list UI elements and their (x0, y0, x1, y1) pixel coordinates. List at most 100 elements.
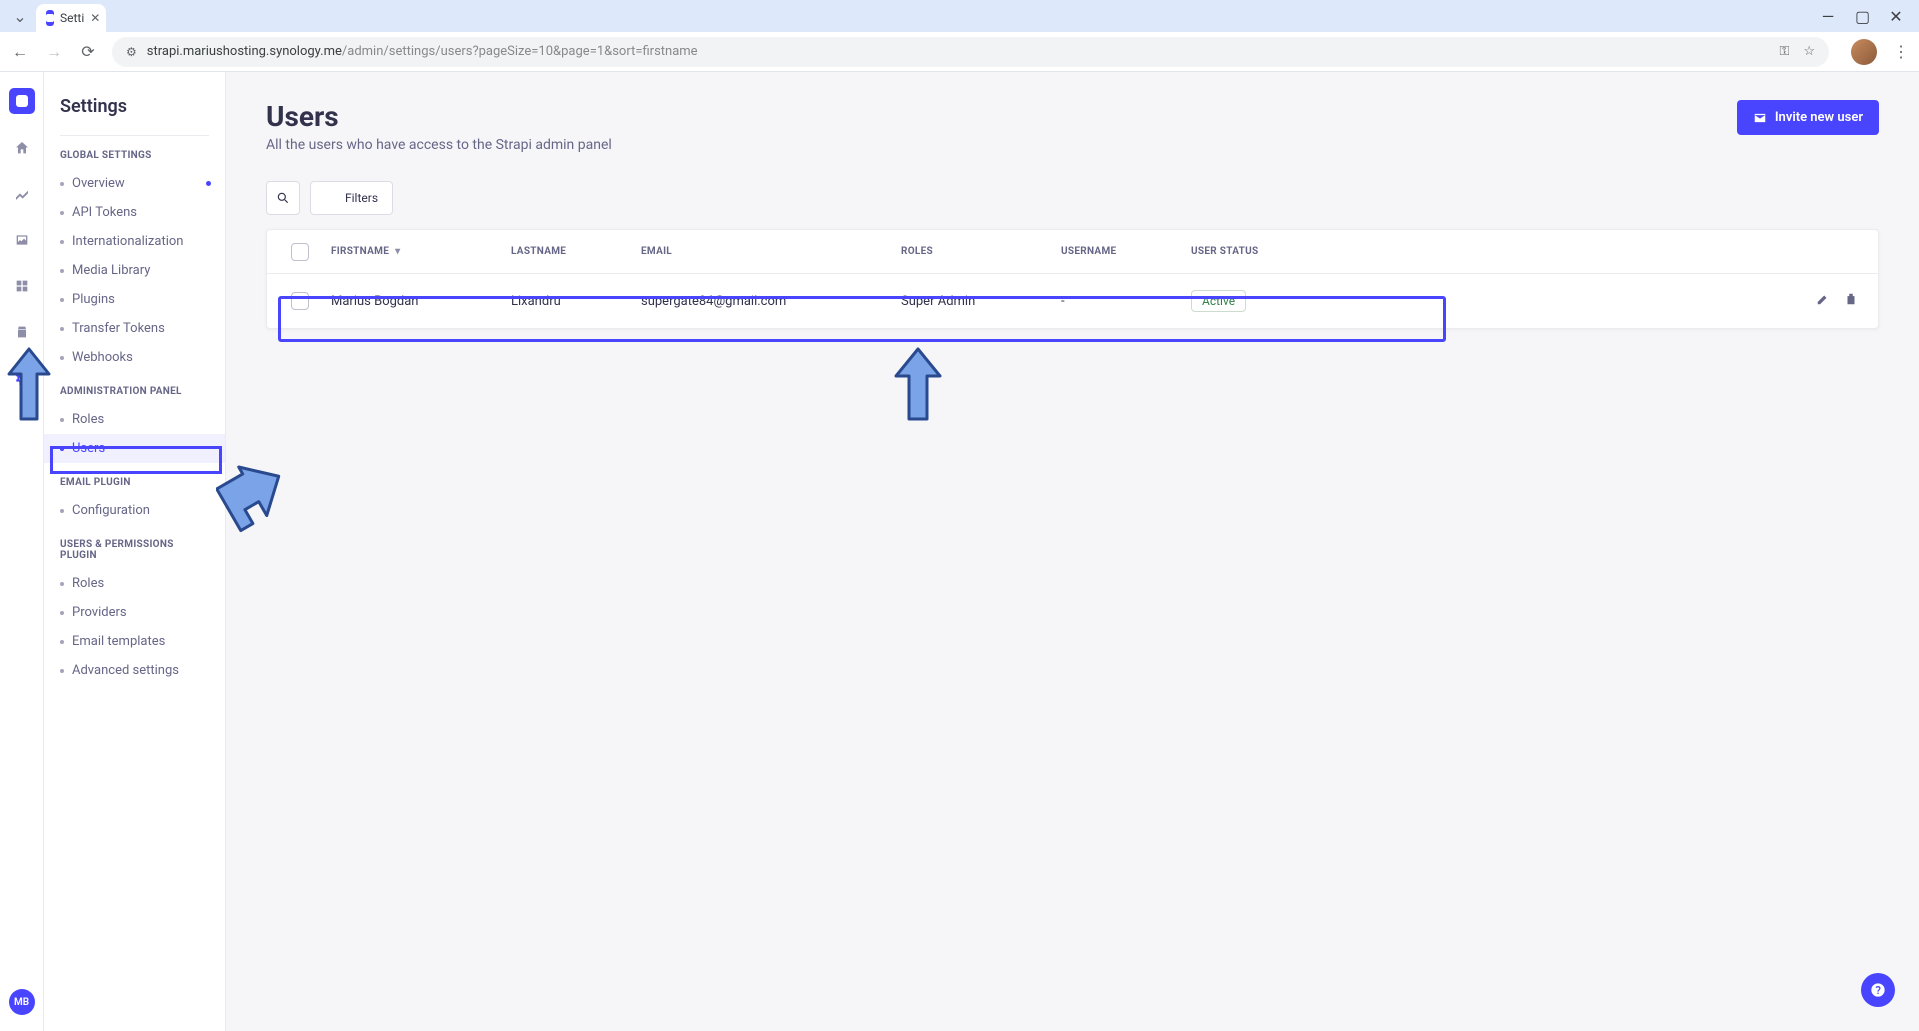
window-minimize-icon[interactable]: — (1821, 7, 1835, 26)
sidebar-item-advanced-settings[interactable]: Advanced settings (44, 656, 225, 685)
col-status[interactable]: USER STATUS (1187, 246, 1347, 257)
content-icon[interactable] (14, 186, 30, 206)
sidebar-item-label: API Tokens (72, 205, 137, 220)
icon-rail: 1 MB (0, 72, 44, 1031)
sidebar-item-label: Roles (72, 412, 104, 427)
sidebar-item-roles[interactable]: Roles (44, 569, 225, 598)
builder-icon[interactable] (14, 278, 30, 298)
password-key-icon[interactable]: ⚿ (1779, 44, 1789, 59)
nav-forward-icon[interactable]: → (44, 42, 64, 62)
bullet-icon (60, 356, 64, 360)
main-content: Users All the users who have access to t… (226, 72, 1919, 1031)
sidebar-section-label: ADMINISTRATION PANEL (44, 386, 225, 405)
sidebar-section-label: GLOBAL SETTINGS (44, 150, 225, 169)
bullet-icon (60, 211, 64, 215)
tab-dropdown-icon[interactable]: ⌄ (8, 7, 32, 26)
browser-toolbar: ← → ⟳ ⚙ strapi.mariushosting.synology.me… (0, 32, 1919, 72)
nav-back-icon[interactable]: ← (10, 42, 30, 62)
col-lastname[interactable]: LASTNAME (507, 246, 637, 257)
sidebar-item-label: Advanced settings (72, 663, 179, 678)
settings-sidebar: Settings GLOBAL SETTINGS Overview API Toke… (44, 72, 226, 1031)
browser-titlebar: ⌄ Setti ✕ — ▢ ✕ (0, 0, 1919, 32)
help-icon (1870, 982, 1886, 998)
sidebar-item-api-tokens[interactable]: API Tokens (44, 198, 225, 227)
bookmark-star-icon[interactable]: ☆ (1803, 44, 1815, 59)
filters-button[interactable]: Filters (310, 181, 393, 215)
url-text: strapi.mariushosting.synology.me/admin/s… (147, 44, 698, 59)
col-username[interactable]: USERNAME (1057, 246, 1187, 257)
sidebar-item-label: Transfer Tokens (72, 321, 165, 336)
site-settings-icon[interactable]: ⚙ (126, 45, 137, 59)
sidebar-item-webhooks[interactable]: Webhooks (44, 343, 225, 372)
browser-tab[interactable]: Setti ✕ (36, 4, 106, 32)
bullet-icon (60, 327, 64, 331)
search-icon (276, 191, 290, 205)
sidebar-item-plugins[interactable]: Plugins (44, 285, 225, 314)
sidebar-item-label: Media Library (72, 263, 150, 278)
search-button[interactable] (266, 181, 300, 215)
sidebar-title: Settings (44, 96, 225, 135)
sidebar-section-label: EMAIL PLUGIN (44, 477, 225, 496)
nav-reload-icon[interactable]: ⟳ (78, 42, 98, 61)
sidebar-item-label: Overview (72, 176, 125, 191)
tab-close-icon[interactable]: ✕ (90, 11, 100, 25)
sidebar-item-roles[interactable]: Roles (44, 405, 225, 434)
invite-user-button[interactable]: Invite new user (1737, 100, 1879, 135)
sidebar-item-email-templates[interactable]: Email templates (44, 627, 225, 656)
sidebar-item-label: Plugins (72, 292, 115, 307)
sidebar-item-configuration[interactable]: Configuration (44, 496, 225, 525)
select-all-checkbox[interactable] (291, 243, 309, 261)
sidebar-item-label: Email templates (72, 634, 165, 649)
annotation-arrow-settings (4, 344, 54, 424)
annotation-highlight-row (278, 296, 1446, 342)
bullet-icon (60, 611, 64, 615)
sidebar-item-label: Configuration (72, 503, 150, 518)
bullet-icon (60, 418, 64, 422)
sidebar-item-media-library[interactable]: Media Library (44, 256, 225, 285)
sidebar-item-label: Providers (72, 605, 127, 620)
bullet-icon (60, 509, 64, 513)
browser-menu-icon[interactable]: ⋮ (1893, 42, 1909, 61)
help-button[interactable] (1861, 973, 1895, 1007)
bullet-icon (60, 182, 64, 186)
home-icon[interactable] (14, 140, 30, 160)
col-email[interactable]: EMAIL (637, 246, 897, 257)
table-header: FIRSTNAME▾ LASTNAME EMAIL ROLES USERNAME… (267, 230, 1878, 274)
bullet-icon (60, 640, 64, 644)
bullet-icon (60, 240, 64, 244)
filters-label: Filters (345, 191, 378, 205)
bullet-icon (60, 669, 64, 673)
edit-icon[interactable] (1816, 292, 1830, 310)
annotation-highlight-users (50, 446, 222, 474)
url-bar[interactable]: ⚙ strapi.mariushosting.synology.me/admin… (112, 37, 1829, 67)
window-maximize-icon[interactable]: ▢ (1855, 7, 1869, 26)
page-subtitle: All the users who have access to the Str… (266, 137, 612, 153)
sidebar-item-label: Webhooks (72, 350, 133, 365)
sidebar-item-overview[interactable]: Overview (44, 169, 225, 198)
bullet-icon (60, 269, 64, 273)
tab-title: Setti (60, 11, 84, 25)
col-roles[interactable]: ROLES (897, 246, 1057, 257)
profile-avatar[interactable] (1851, 39, 1877, 65)
strapi-logo-icon[interactable] (9, 88, 35, 114)
sidebar-divider (60, 135, 209, 136)
delete-icon[interactable] (1844, 292, 1858, 310)
window-controls: — ▢ ✕ (1821, 7, 1911, 26)
rail-user-avatar[interactable]: MB (9, 989, 35, 1015)
sidebar-item-label: Roles (72, 576, 104, 591)
bullet-icon (60, 298, 64, 302)
sidebar-item-providers[interactable]: Providers (44, 598, 225, 627)
sidebar-item-transfer-tokens[interactable]: Transfer Tokens (44, 314, 225, 343)
media-icon[interactable] (14, 232, 30, 252)
bullet-icon (60, 582, 64, 586)
mail-icon (1753, 111, 1767, 125)
annotation-arrow-users (216, 464, 288, 534)
page-title: Users (266, 100, 612, 133)
marketplace-icon[interactable] (14, 324, 30, 344)
sidebar-section-label: USERS & PERMISSIONS PLUGIN (44, 539, 225, 569)
col-firstname[interactable]: FIRSTNAME▾ (327, 246, 507, 257)
window-close-icon[interactable]: ✕ (1889, 7, 1903, 26)
sort-desc-icon: ▾ (395, 246, 400, 257)
filter-icon (325, 192, 337, 204)
sidebar-item-internationalization[interactable]: Internationalization (44, 227, 225, 256)
